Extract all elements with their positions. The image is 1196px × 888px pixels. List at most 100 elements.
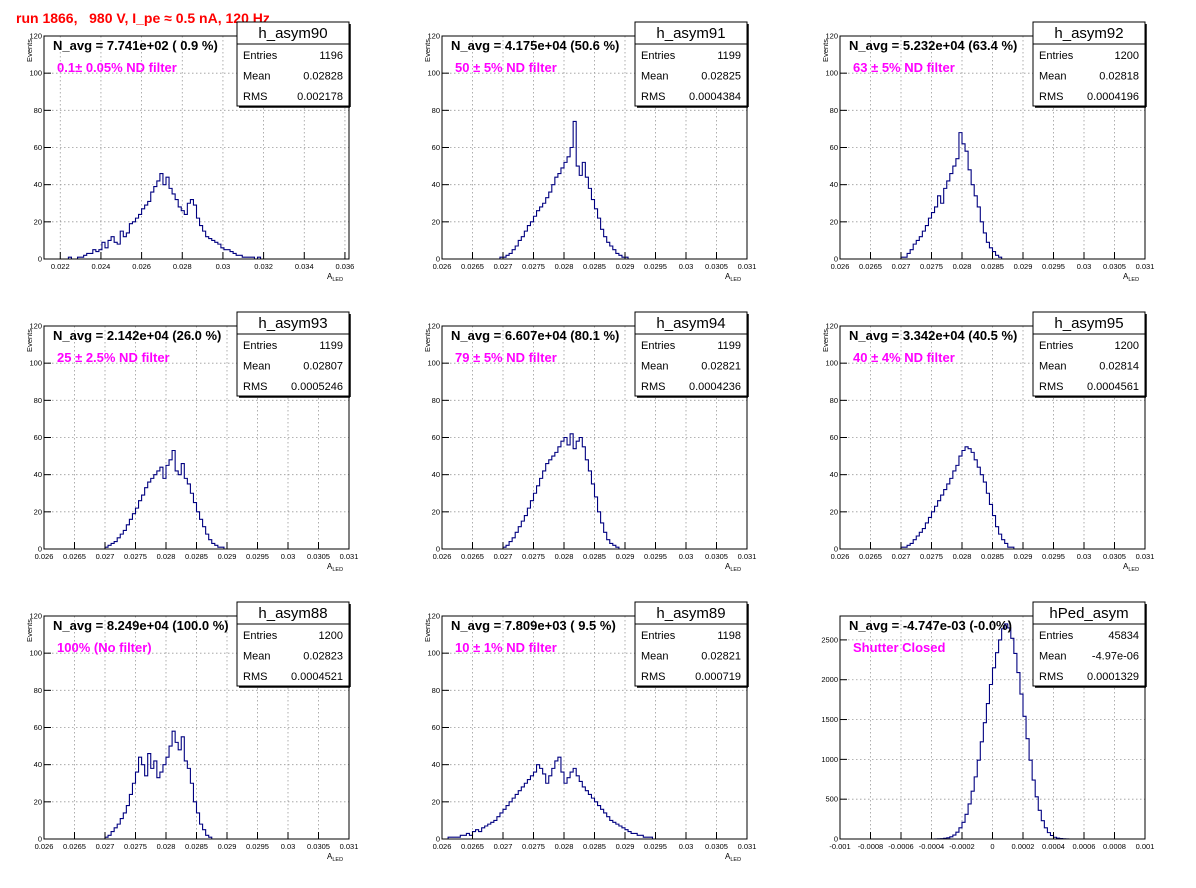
x-tick-label: 0.032 <box>254 262 273 271</box>
x-tick-label: 0.029 <box>1014 552 1033 561</box>
y-tick-label: 0 <box>834 835 838 844</box>
x-tick-label: 0.028 <box>953 552 972 561</box>
stats-key: RMS <box>243 671 267 683</box>
x-tick-label: 0.026 <box>433 842 452 851</box>
stats-key: RMS <box>1039 671 1063 683</box>
x-tick-label: 0.029 <box>616 262 635 271</box>
y-tick-label: 80 <box>830 106 838 115</box>
stats-box: h_asym95 Entries 1200 Mean 0.02814 RMS 0.00045… <box>1032 311 1147 398</box>
x-axis-label: ALED <box>1123 272 1139 283</box>
y-tick-label: 20 <box>432 217 440 226</box>
stats-value: 0.0005246 <box>291 381 343 393</box>
x-tick-label: 0.0275 <box>920 262 943 271</box>
y-tick-label: 80 <box>432 106 440 115</box>
x-tick-label: -0.0004 <box>919 842 944 851</box>
x-tick-label: 0 <box>990 842 994 851</box>
y-tick-label: 80 <box>34 106 42 115</box>
stats-value: 0.02821 <box>701 651 741 663</box>
y-tick-label: 80 <box>432 686 440 695</box>
y-tick-label: 120 <box>427 612 440 621</box>
x-tick-label: 0.028 <box>157 552 176 561</box>
y-tick-label: 0 <box>436 545 440 554</box>
histogram-pad-h_asym91: 0.026 0.0265 0.027 0.0275 0.028 0.0285 0.029 0.… <box>398 18 796 308</box>
stats-key: Entries <box>243 340 278 352</box>
histogram-name: h_asym88 <box>258 605 327 622</box>
y-tick-label: 100 <box>427 69 440 78</box>
stats-key: Entries <box>641 50 676 62</box>
x-tick-label: 0.027 <box>494 842 513 851</box>
y-tick-label: 500 <box>825 795 838 804</box>
x-tick-label: 0.024 <box>92 262 111 271</box>
histogram-title: N_avg = 6.607e+04 (80.1 %) <box>451 328 619 343</box>
y-tick-label: 1500 <box>821 715 838 724</box>
x-tick-label: 0.0285 <box>981 552 1004 561</box>
x-tick-label: 0.0002 <box>1012 842 1035 851</box>
y-tick-label: 20 <box>34 507 42 516</box>
x-tick-label: 0.001 <box>1136 842 1155 851</box>
y-tick-label: 80 <box>830 396 838 405</box>
y-tick-label: 120 <box>29 612 42 621</box>
y-tick-label: 80 <box>34 686 42 695</box>
y-tick-label: 20 <box>432 797 440 806</box>
histogram-series <box>44 172 349 260</box>
histogram-name: h_asym95 <box>1054 315 1123 332</box>
x-tick-label: 0.029 <box>616 552 635 561</box>
histogram-name: h_asym91 <box>656 25 725 42</box>
x-tick-label: 0.0285 <box>583 842 606 851</box>
histogram-svg: 0.026 0.0265 0.027 0.0275 0.028 0.0285 0.029 0.… <box>423 21 756 283</box>
x-tick-label: 0.027 <box>96 842 115 851</box>
y-tick-label: 0 <box>436 835 440 844</box>
histogram-name: h_asym90 <box>258 25 327 42</box>
histogram-pad-hPed_asym: -0.001 -0.0008 -0.0006 -0.0004 -0.0002 0 0.000… <box>796 598 1194 888</box>
stats-value: 1200 <box>319 630 343 642</box>
stats-box: h_asym88 Entries 1200 Mean 0.02823 RMS 0.00045… <box>236 601 351 688</box>
x-tick-label: 0.026 <box>35 552 54 561</box>
x-tick-label: 0.0275 <box>124 842 147 851</box>
y-tick-label: 0 <box>38 545 42 554</box>
filter-annotation: 10 ± 1% ND filter <box>455 640 557 655</box>
stats-key: Mean <box>243 71 271 83</box>
y-tick-label: 40 <box>432 470 440 479</box>
y-tick-label: 0 <box>834 545 838 554</box>
x-tick-label: 0.026 <box>433 262 452 271</box>
y-axis-label: Events <box>821 39 830 62</box>
y-tick-label: 100 <box>825 359 838 368</box>
histogram-pad-h_asym93: 0.026 0.0265 0.027 0.0275 0.028 0.0285 0.029 0.… <box>0 308 398 598</box>
x-tick-label: 0.0265 <box>461 842 484 851</box>
histogram-title: N_avg = 7.809e+03 ( 9.5 %) <box>451 618 616 633</box>
x-tick-label: -0.0002 <box>949 842 974 851</box>
histogram-svg: 0.026 0.0265 0.027 0.0275 0.028 0.0285 0.029 0.… <box>423 311 756 573</box>
filter-annotation: 100% (No filter) <box>57 640 152 655</box>
x-tick-label: 0.027 <box>892 552 911 561</box>
x-tick-label: 0.029 <box>218 842 237 851</box>
y-tick-label: 100 <box>825 69 838 78</box>
histogram-svg: 0.026 0.0265 0.027 0.0275 0.028 0.0285 0.029 0.… <box>423 601 756 863</box>
x-tick-label: 0.0285 <box>981 262 1004 271</box>
histogram-series <box>442 120 747 260</box>
stats-value: 0.02828 <box>303 71 343 83</box>
x-tick-label: 0.026 <box>35 842 54 851</box>
x-tick-label: 0.027 <box>96 552 115 561</box>
x-tick-label: 0.026 <box>831 262 850 271</box>
x-tick-label: 0.031 <box>340 842 359 851</box>
y-tick-label: 60 <box>34 433 42 442</box>
y-axis-label: Events <box>423 329 432 352</box>
stats-box-body <box>236 333 350 397</box>
x-tick-label: 0.03 <box>281 842 296 851</box>
y-tick-label: 120 <box>427 32 440 41</box>
x-tick-label: 0.0285 <box>185 842 208 851</box>
filter-annotation: 79 ± 5% ND filter <box>455 350 557 365</box>
x-tick-label: 0.03 <box>679 842 694 851</box>
y-tick-label: 2500 <box>821 635 838 644</box>
stats-value: 0.0004521 <box>291 671 343 683</box>
stats-key: RMS <box>243 381 267 393</box>
x-axis-label: ALED <box>327 562 343 573</box>
x-axis-label-subscript: LED <box>1128 567 1139 573</box>
x-tick-label: 0.0008 <box>1103 842 1126 851</box>
x-tick-label: 0.031 <box>1136 262 1155 271</box>
x-tick-label: -0.0008 <box>858 842 883 851</box>
filter-annotation: 0.1± 0.05% ND filter <box>57 60 177 75</box>
stats-box-body <box>1032 333 1146 397</box>
x-tick-label: 0.0305 <box>1103 552 1126 561</box>
histogram-svg: -0.001 -0.0008 -0.0006 -0.0004 -0.0002 0 0.000… <box>821 601 1155 851</box>
